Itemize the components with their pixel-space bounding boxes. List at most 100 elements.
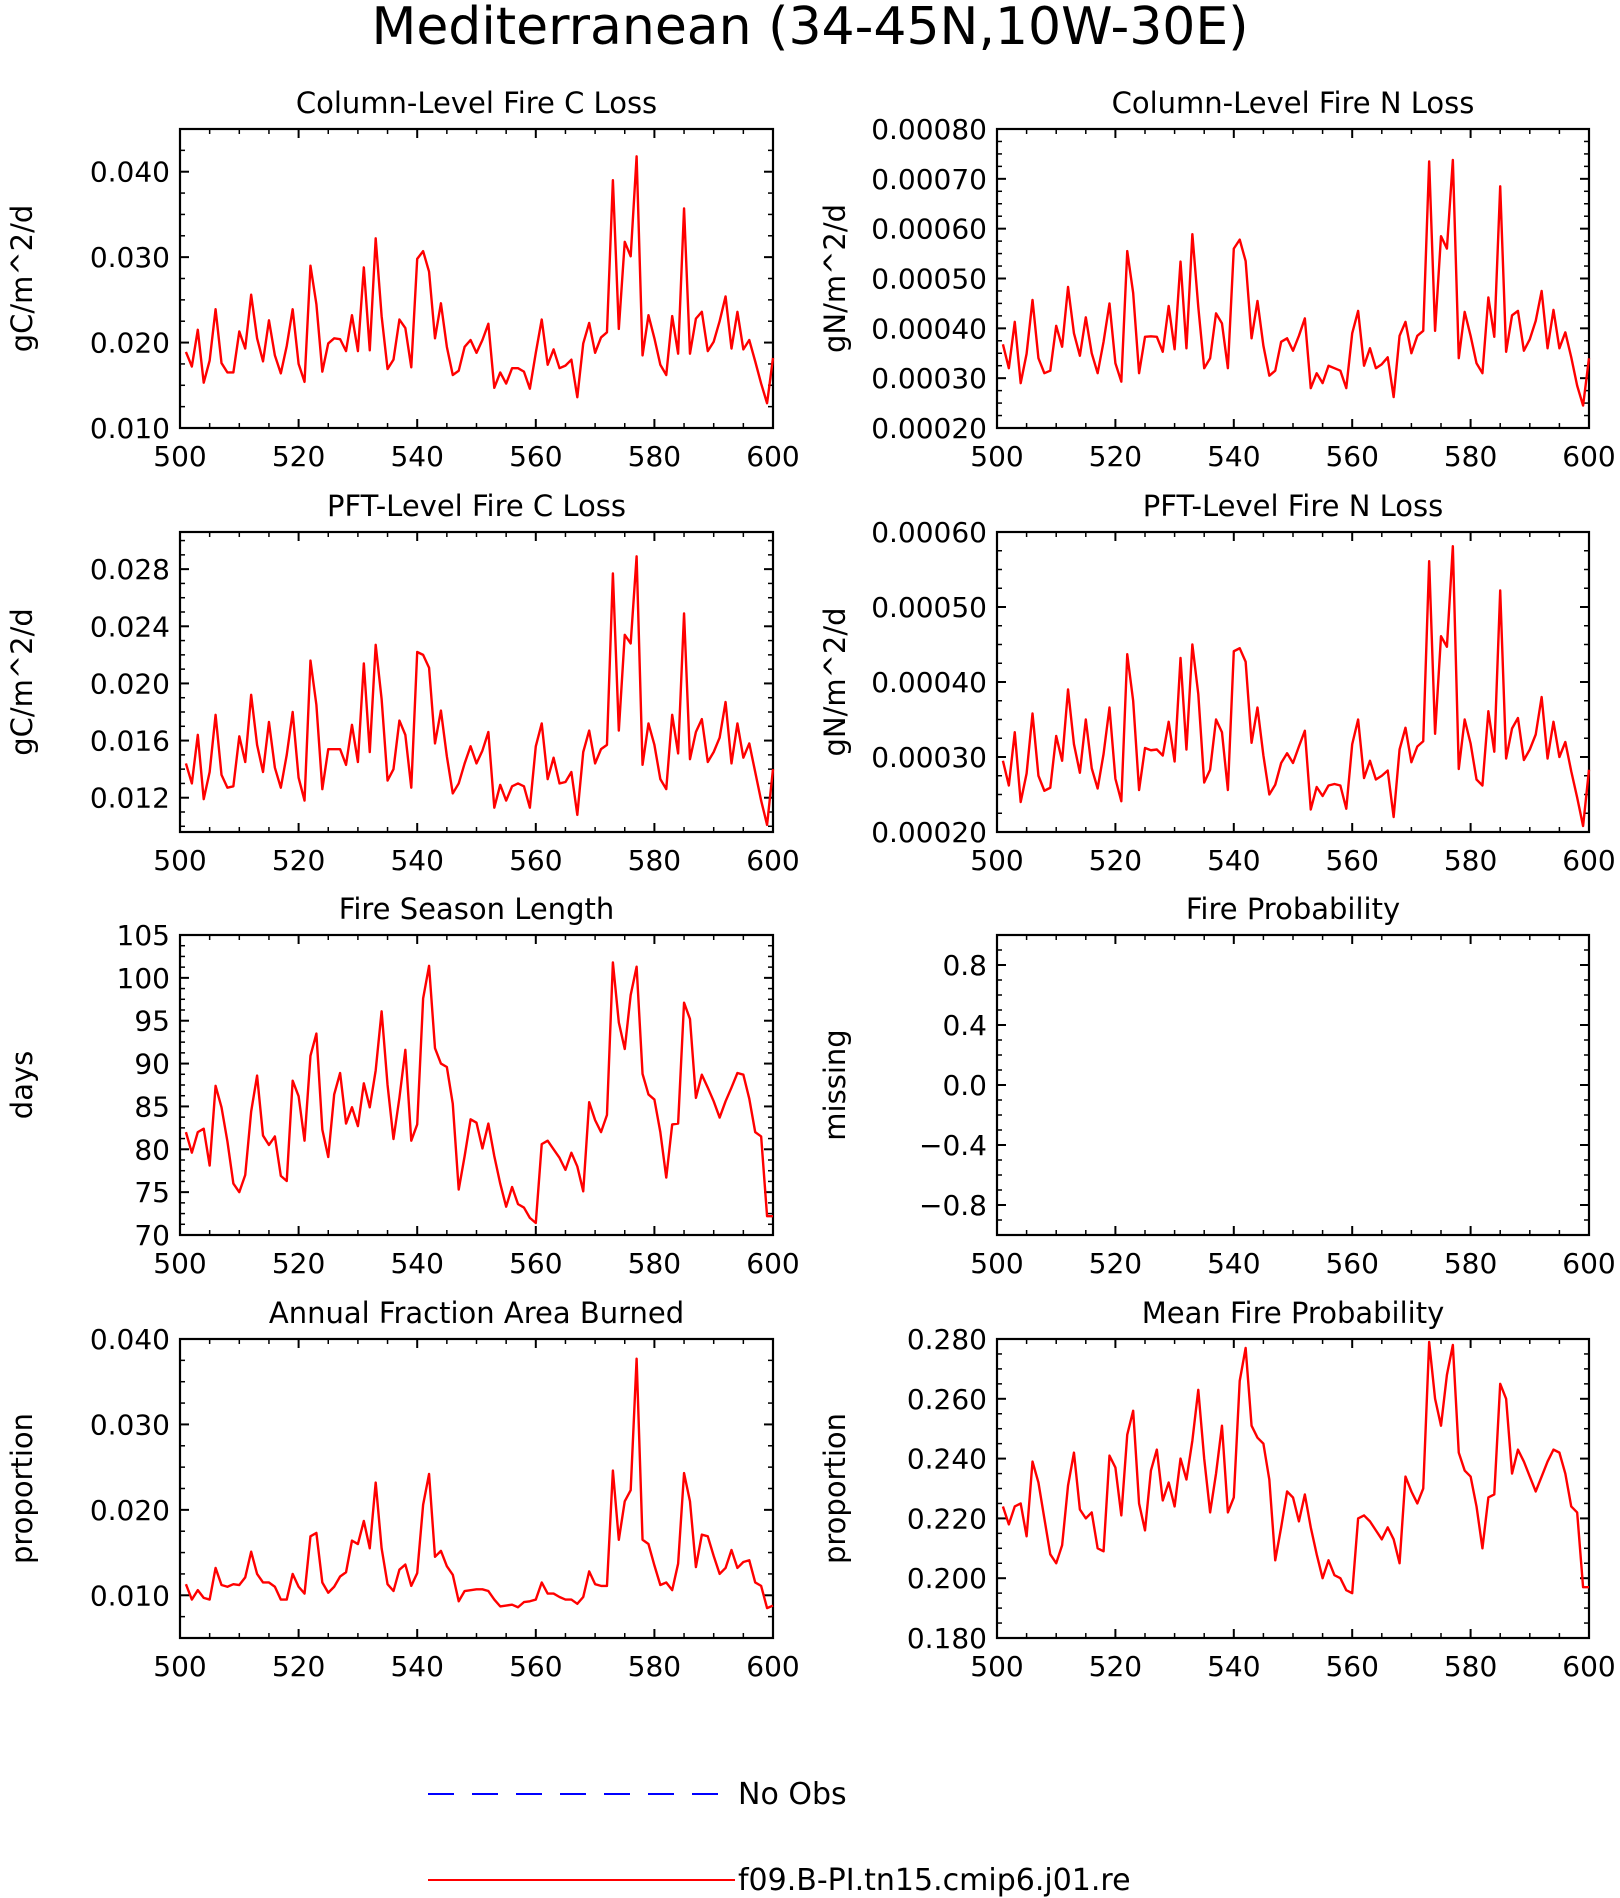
y-axis-label: gC/m^2/d — [5, 608, 39, 756]
x-tick-label: 560 — [1325, 1247, 1378, 1280]
x-tick-label: 580 — [628, 1247, 681, 1280]
y-tick-label: 0.00050 — [871, 591, 987, 624]
x-tick-label: 540 — [1207, 844, 1260, 877]
y-tick-label: 0.020 — [90, 667, 170, 700]
y-tick-label: 0.8 — [942, 949, 987, 982]
x-tick-label: 560 — [509, 440, 562, 473]
x-tick-label: 560 — [509, 844, 562, 877]
figure-title: Mediterranean (34-45N,10W-30E) — [371, 0, 1248, 57]
y-tick-label: 95 — [134, 1005, 170, 1038]
y-tick-label: 0.024 — [90, 610, 170, 643]
x-tick-label: 540 — [1207, 1247, 1260, 1280]
x-tick-label: 580 — [1444, 844, 1497, 877]
x-tick-label: 500 — [970, 1650, 1023, 1683]
x-tick-label: 520 — [1089, 844, 1142, 877]
legend-label-model: f09.B-PI.tn15.cmip6.j01.re — [738, 1863, 1131, 1898]
x-tick-label: 560 — [509, 1650, 562, 1683]
panel-title: Column-Level Fire C Loss — [296, 86, 657, 120]
y-tick-label: 0.010 — [90, 412, 170, 445]
series-line-column-level-fire-n-loss — [1001, 158, 1591, 407]
y-tick-label: −0.8 — [919, 1189, 987, 1222]
y-tick-label: 0.040 — [90, 1323, 170, 1356]
x-tick-label: 560 — [1325, 844, 1378, 877]
x-tick-label: 540 — [390, 1247, 443, 1280]
x-tick-label: 500 — [153, 1247, 206, 1280]
y-tick-label: 0.030 — [90, 1408, 170, 1441]
panel-annual-fraction-area-burned: Annual Fraction Area Burned proportion 500… — [5, 1296, 800, 1683]
y-tick-label: 0.00030 — [871, 741, 987, 774]
x-tick-label: 520 — [1089, 440, 1142, 473]
x-tick-label: 580 — [628, 440, 681, 473]
x-tick-label: 520 — [1089, 1247, 1142, 1280]
panel-mean-fire-probability: Mean Fire Probability proportion 500 520 540… — [818, 1296, 1616, 1683]
x-tick-label: 600 — [1562, 1247, 1615, 1280]
x-tick-label: 580 — [1444, 440, 1497, 473]
y-tick-label: 0.016 — [90, 725, 170, 758]
x-tick-label: 560 — [509, 1247, 562, 1280]
y-tick-label: 0.00020 — [871, 816, 987, 849]
y-tick-label: 0.00030 — [871, 362, 987, 395]
x-tick-label: 560 — [1325, 1650, 1378, 1683]
plot-frame — [995, 933, 1591, 1237]
y-axis-label: gC/m^2/d — [5, 205, 39, 353]
series-line-column-level-fire-c-loss — [184, 155, 775, 405]
plot-frame — [995, 530, 1591, 834]
series-line-fire-season-length — [184, 961, 773, 1225]
y-tick-label: 0.020 — [90, 1494, 170, 1527]
x-tick-label: 500 — [153, 440, 206, 473]
y-tick-label: 0.240 — [907, 1443, 987, 1476]
x-tick-label: 500 — [970, 844, 1023, 877]
x-tick-label: 600 — [1562, 440, 1615, 473]
x-tick-label: 600 — [1562, 1650, 1615, 1683]
x-tick-label: 600 — [1562, 844, 1615, 877]
x-tick-label: 500 — [153, 1650, 206, 1683]
y-tick-label: 0.220 — [907, 1502, 987, 1535]
y-axis-label: proportion — [5, 1413, 39, 1564]
x-tick-label: 520 — [1089, 1650, 1142, 1683]
panel-title: PFT-Level Fire N Loss — [1143, 489, 1443, 523]
y-tick-label: 0.260 — [907, 1383, 987, 1416]
x-tick-label: 580 — [1444, 1650, 1497, 1683]
y-tick-label: 0.0 — [942, 1069, 987, 1102]
y-tick-label: 0.00020 — [871, 412, 987, 445]
y-tick-label: 0.180 — [907, 1622, 987, 1655]
y-tick-label: 0.00080 — [871, 113, 987, 146]
y-tick-label: 0.00040 — [871, 312, 987, 345]
plot-frame — [178, 530, 775, 834]
y-tick-label: 0.028 — [90, 553, 170, 586]
x-tick-label: 500 — [970, 440, 1023, 473]
y-tick-label: 0.012 — [90, 782, 170, 815]
panel-pft-level-fire-n-loss: PFT-Level Fire N Loss gN/m^2/d 500 520 540 56… — [818, 489, 1616, 877]
x-tick-label: 540 — [390, 440, 443, 473]
plot-frame — [995, 127, 1591, 430]
series-line-mean-fire-probability — [1001, 1340, 1589, 1595]
y-tick-label: −0.4 — [919, 1129, 987, 1162]
y-tick-label: 0.00060 — [871, 213, 987, 246]
y-tick-label: 0.200 — [907, 1562, 987, 1595]
panel-column-level-fire-n-loss: Column-Level Fire N Loss gN/m^2/d 500 520 54… — [818, 86, 1616, 473]
series-line-pft-level-fire-c-loss — [184, 555, 775, 827]
y-axis-label: days — [5, 1051, 39, 1119]
y-tick-label: 0.00040 — [871, 666, 987, 699]
y-tick-label: 0.020 — [90, 327, 170, 360]
x-tick-label: 520 — [272, 844, 325, 877]
x-tick-label: 580 — [628, 844, 681, 877]
x-tick-label: 540 — [390, 844, 443, 877]
x-tick-label: 580 — [628, 1650, 681, 1683]
y-tick-label: 75 — [134, 1176, 170, 1209]
y-tick-label: 0.010 — [90, 1579, 170, 1612]
y-tick-label: 0.280 — [907, 1323, 987, 1356]
plot-frame — [178, 127, 775, 430]
x-tick-label: 520 — [272, 1247, 325, 1280]
y-tick-label: 0.040 — [90, 156, 170, 189]
y-tick-label: 0.00050 — [871, 263, 987, 296]
panel-title: Column-Level Fire N Loss — [1112, 86, 1475, 120]
x-tick-label: 540 — [390, 1650, 443, 1683]
x-tick-label: 520 — [272, 1650, 325, 1683]
y-axis-label: gN/m^2/d — [818, 607, 852, 756]
y-axis-label: missing — [818, 1029, 852, 1140]
x-tick-label: 500 — [970, 1247, 1023, 1280]
panel-fire-season-length: Fire Season Length days 500 520 540 560 580 600… — [5, 892, 800, 1280]
panel-title: Mean Fire Probability — [1142, 1296, 1445, 1330]
